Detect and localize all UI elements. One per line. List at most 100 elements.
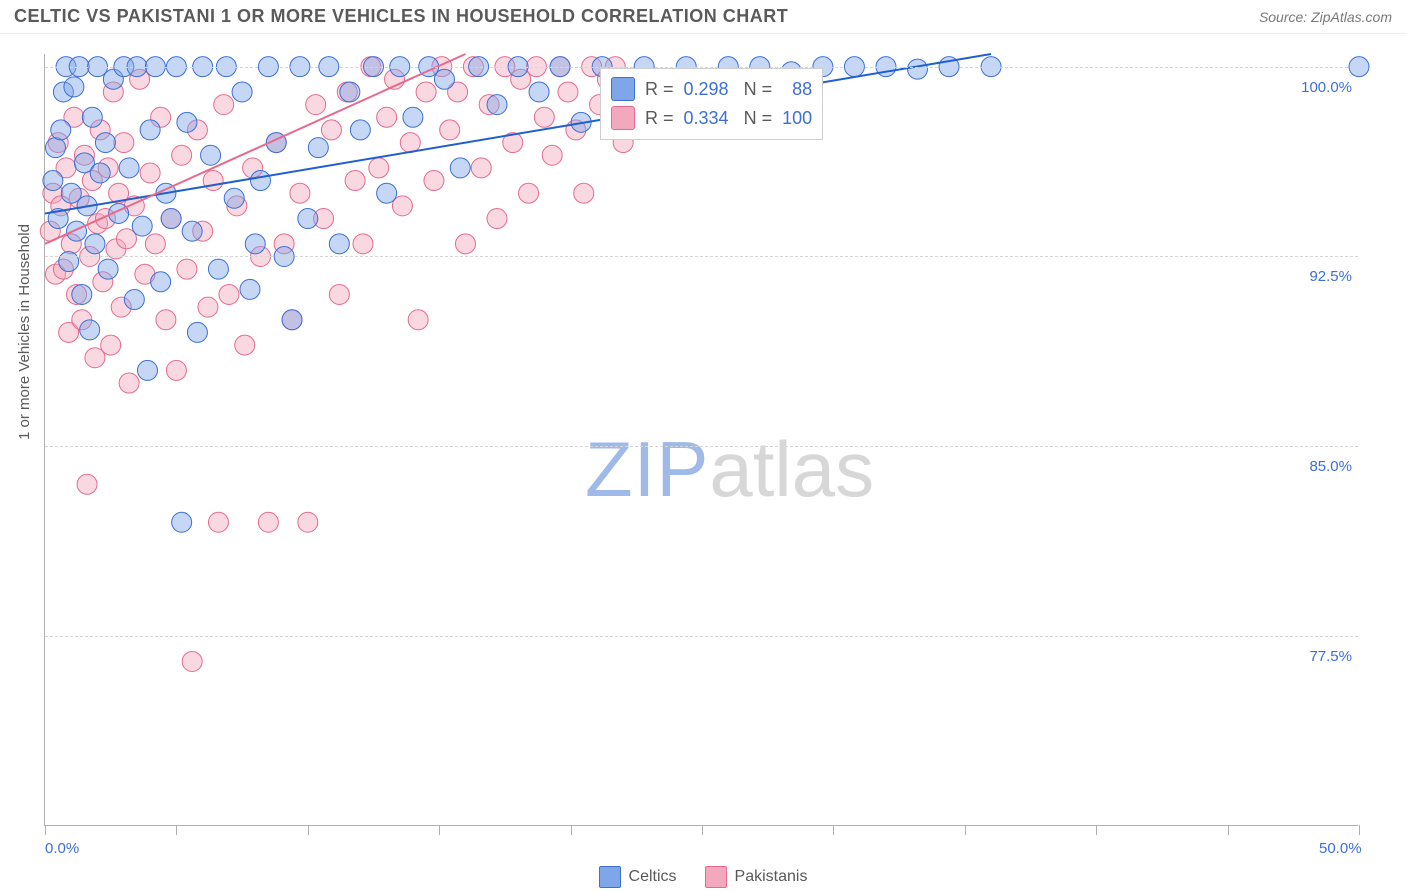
data-point-pakistanis: [345, 171, 365, 191]
data-point-pakistanis: [114, 133, 134, 153]
data-point-celtics: [46, 138, 66, 158]
data-point-celtics: [329, 234, 349, 254]
y-tick-label: 92.5%: [1309, 268, 1352, 285]
data-point-celtics: [151, 272, 171, 292]
data-point-pakistanis: [258, 512, 278, 532]
legend-item-pakistanis: Pakistanis: [705, 866, 808, 888]
chart-source: Source: ZipAtlas.com: [1259, 9, 1392, 25]
data-point-celtics: [250, 171, 270, 191]
data-point-celtics: [161, 209, 181, 229]
scatter-svg: [45, 54, 1358, 825]
data-point-celtics: [350, 120, 370, 140]
data-point-celtics: [95, 133, 115, 153]
y-tick-label: 85.0%: [1309, 458, 1352, 475]
data-point-celtics: [529, 82, 549, 102]
bottom-legend: Celtics Pakistanis: [0, 866, 1406, 888]
data-point-pakistanis: [172, 145, 192, 165]
data-point-celtics: [140, 120, 160, 140]
x-tick: [571, 825, 572, 835]
data-point-celtics: [907, 59, 927, 79]
data-point-pakistanis: [321, 120, 341, 140]
data-point-pakistanis: [145, 234, 165, 254]
data-point-celtics: [59, 252, 79, 272]
data-point-celtics: [282, 310, 302, 330]
data-point-celtics: [224, 188, 244, 208]
data-point-celtics: [487, 95, 507, 115]
data-point-celtics: [98, 259, 118, 279]
data-point-pakistanis: [198, 297, 218, 317]
data-point-celtics: [64, 77, 84, 97]
data-point-pakistanis: [219, 284, 239, 304]
y-tick-label: 100.0%: [1301, 79, 1352, 96]
celtics-r: 0.298: [684, 75, 729, 104]
data-point-pakistanis: [101, 335, 121, 355]
x-tick: [1359, 825, 1360, 835]
data-point-pakistanis: [214, 95, 234, 115]
data-point-pakistanis: [290, 183, 310, 203]
data-point-celtics: [80, 320, 100, 340]
data-point-pakistanis: [408, 310, 428, 330]
data-point-celtics: [201, 145, 221, 165]
data-point-celtics: [132, 216, 152, 236]
x-tick: [702, 825, 703, 835]
data-point-pakistanis: [558, 82, 578, 102]
data-point-pakistanis: [208, 512, 228, 532]
data-point-celtics: [377, 183, 397, 203]
data-point-celtics: [90, 163, 110, 183]
data-point-pakistanis: [471, 158, 491, 178]
data-point-celtics: [308, 138, 328, 158]
data-point-pakistanis: [166, 360, 186, 380]
x-tick-label: 0.0%: [45, 840, 79, 857]
chart-title: CELTIC VS PAKISTANI 1 OR MORE VEHICLES I…: [14, 6, 788, 27]
x-tick: [1228, 825, 1229, 835]
x-tick: [176, 825, 177, 835]
data-point-celtics: [182, 221, 202, 241]
y-tick-label: 77.5%: [1309, 648, 1352, 665]
plot-area: R =0.298 N = 88 R =0.334 N =100 ZIPatlas…: [44, 54, 1358, 826]
data-point-pakistanis: [203, 171, 223, 191]
data-point-celtics: [403, 107, 423, 127]
data-point-celtics: [72, 284, 92, 304]
pakistanis-n: 100: [782, 104, 812, 133]
data-point-celtics: [82, 107, 102, 127]
data-point-celtics: [298, 209, 318, 229]
data-point-pakistanis: [177, 259, 197, 279]
x-tick: [308, 825, 309, 835]
data-point-pakistanis: [487, 209, 507, 229]
stats-row-pakistanis: R =0.334 N =100: [611, 104, 812, 133]
data-point-celtics: [232, 82, 252, 102]
data-point-pakistanis: [542, 145, 562, 165]
data-point-celtics: [119, 158, 139, 178]
data-point-celtics: [187, 322, 207, 342]
data-point-pakistanis: [400, 133, 420, 153]
data-point-pakistanis: [424, 171, 444, 191]
x-tick: [833, 825, 834, 835]
legend-swatch-pakistanis-icon: [705, 866, 727, 888]
data-point-pakistanis: [182, 651, 202, 671]
pakistanis-r: 0.334: [684, 104, 729, 133]
x-tick: [45, 825, 46, 835]
swatch-celtics-icon: [611, 77, 635, 101]
stats-row-celtics: R =0.298 N = 88: [611, 75, 812, 104]
data-point-celtics: [51, 120, 71, 140]
data-point-pakistanis: [119, 373, 139, 393]
gridline-h: [45, 446, 1358, 447]
data-point-pakistanis: [306, 95, 326, 115]
data-point-celtics: [434, 69, 454, 89]
data-point-celtics: [245, 234, 265, 254]
stats-legend: R =0.298 N = 88 R =0.334 N =100: [600, 68, 823, 140]
gridline-h: [45, 256, 1358, 257]
swatch-pakistanis-icon: [611, 106, 635, 130]
data-point-celtics: [240, 279, 260, 299]
data-point-pakistanis: [369, 158, 389, 178]
data-point-pakistanis: [377, 107, 397, 127]
data-point-celtics: [208, 259, 228, 279]
data-point-celtics: [124, 290, 144, 310]
data-point-pakistanis: [298, 512, 318, 532]
data-point-pakistanis: [534, 107, 554, 127]
data-point-celtics: [85, 234, 105, 254]
x-tick: [1096, 825, 1097, 835]
data-point-pakistanis: [455, 234, 475, 254]
x-tick-label: 50.0%: [1319, 840, 1362, 857]
data-point-pakistanis: [574, 183, 594, 203]
